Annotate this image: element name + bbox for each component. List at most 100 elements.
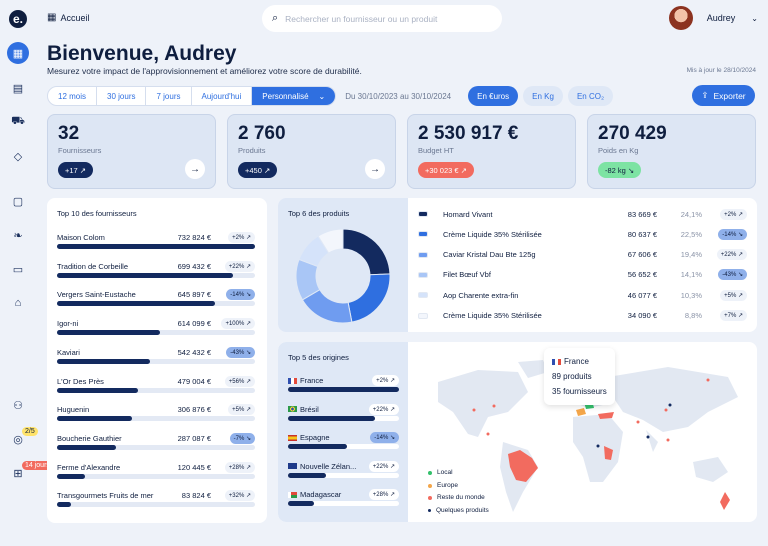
donut-slice[interactable]: [317, 229, 344, 254]
tag-icon[interactable]: ◇: [13, 150, 23, 163]
map-region-new-zealand[interactable]: [720, 492, 730, 510]
supplier-bar-fill: [57, 330, 160, 336]
add-user-icon[interactable]: ⚇: [13, 399, 23, 412]
products-chart-panel: Top 6 des produits: [278, 198, 408, 332]
map-region-brazil[interactable]: [508, 450, 538, 482]
kpi-delta: +30 023 € ↗: [418, 162, 474, 178]
chart-icon[interactable]: ▤: [12, 82, 24, 95]
supplier-bar-fill: [57, 301, 216, 307]
product-row[interactable]: Aop Charente extra-fin 46 077 € 10,3% +5% ↗: [418, 288, 747, 302]
origins-list-panel: Top 5 des origines France +2% ↗ Brésil +22%…: [278, 342, 408, 522]
product-value: 80 637 €: [627, 229, 657, 239]
origin-change: +28% ↗: [368, 489, 399, 500]
world-map[interactable]: [408, 342, 757, 522]
madagascar-flag-icon: [288, 491, 297, 498]
kpi-delta: -82 kg ↘: [598, 162, 642, 178]
products-title: Top 6 des produits: [288, 209, 350, 218]
home-link[interactable]: ▦ Accueil: [47, 12, 89, 23]
product-swatch: [418, 251, 428, 258]
supplier-change: +5% ↗: [228, 404, 255, 416]
product-percent: 10,3%: [680, 290, 702, 300]
map-region-middle-east[interactable]: [598, 412, 614, 419]
page-subtitle: Mesurez votre impact de l'approvisionnem…: [47, 66, 362, 76]
period-today[interactable]: Aujourd'hui: [192, 87, 253, 105]
unit-euros[interactable]: En €uros: [468, 86, 519, 106]
chevron-down-icon: ⌄: [318, 91, 326, 101]
tooltip-suppliers: 35 fournisseurs: [552, 387, 607, 396]
supplier-name: Ferme d'Alexandre: [57, 462, 121, 472]
product-row[interactable]: Crème Liquide 35% Stérilisée 34 090 € 8,8%…: [418, 309, 747, 323]
chef-hat-icon[interactable]: ⌂: [14, 297, 22, 309]
donut-slice[interactable]: [347, 273, 390, 323]
supplier-bar: [57, 301, 255, 307]
dashboard-icon[interactable]: ▦: [7, 42, 29, 64]
gift-icon[interactable]: ⊞: [13, 467, 23, 480]
product-swatch: [418, 211, 428, 217]
product-row[interactable]: Homard Vivant 83 669 € 24,1% +2% ↗: [418, 207, 747, 221]
period-custom[interactable]: Personnalisé ⌄: [252, 87, 336, 105]
product-percent: 14,1%: [680, 270, 702, 280]
donut-slice[interactable]: [342, 229, 390, 276]
map-region-madagascar[interactable]: [604, 446, 613, 460]
origin-label: Madagascar: [288, 490, 341, 499]
supplier-change: -7% ↘: [229, 432, 255, 444]
app-logo[interactable]: e.: [9, 10, 27, 28]
support-icon[interactable]: ◎: [13, 433, 23, 446]
unit-co2[interactable]: En CO₂: [567, 86, 614, 106]
product-change: +2% ↗: [720, 208, 747, 220]
product-name: Aop Charente extra-fin: [443, 290, 519, 300]
arrow-right-icon[interactable]: →: [365, 159, 385, 179]
supplier-bar-fill: [57, 272, 234, 278]
map-region-spain[interactable]: [576, 408, 586, 416]
period-custom-label: Personnalisé: [262, 91, 309, 101]
search-placeholder: Rechercher un fournisseur ou un produit: [285, 13, 438, 24]
kpi-label: Fournisseurs: [58, 146, 102, 155]
chevron-down-icon: ⌄: [751, 13, 758, 23]
product-value: 67 606 €: [627, 250, 657, 260]
export-button[interactable]: ⇪ Exporter: [692, 85, 755, 106]
origin-name: Espagne: [300, 433, 330, 442]
supplier-bar: [57, 330, 255, 336]
user-menu[interactable]: Audrey ⌄: [668, 6, 758, 30]
origin-bar-fill: [288, 501, 314, 506]
origin-bar: [288, 415, 399, 421]
product-swatch: [418, 312, 428, 319]
upload-icon: ⇪: [701, 90, 709, 100]
brazil-flag-icon: [288, 406, 297, 412]
legend-local: Local: [428, 467, 489, 480]
period-12-months[interactable]: 12 mois: [48, 87, 98, 105]
supplier-change: +56% ↗: [224, 375, 255, 387]
search-icon: ⌕: [272, 12, 279, 24]
product-swatch: [418, 231, 428, 238]
truck-icon[interactable]: ⛟: [11, 115, 25, 127]
tasks-badge: 2/5: [22, 427, 38, 436]
origin-bar-fill: [288, 444, 347, 449]
supplier-amount: 306 876 €: [177, 405, 211, 415]
supplier-name: Kaviari: [57, 347, 80, 357]
supplier-change: -43% ↘: [226, 346, 255, 358]
wallet-icon[interactable]: ▭: [12, 263, 24, 276]
period-30-days[interactable]: 30 jours: [97, 87, 147, 105]
supplier-amount: 83 824 €: [181, 491, 211, 501]
kpi-label: Poids en Kg: [598, 146, 639, 155]
product-name: Crème Liquide 35% Stérilisée: [443, 311, 542, 320]
supplier-amount: 542 432 €: [177, 347, 211, 357]
kpi-value: 270 429: [598, 123, 667, 144]
product-row[interactable]: Filet Bœuf Vbf 56 652 € 14,1% -43% ↘: [418, 268, 747, 282]
leaf-icon[interactable]: ❧: [13, 229, 23, 242]
product-row[interactable]: Caviar Kristal Dau Bte 125g 67 606 € 19,4%…: [418, 248, 747, 262]
document-icon[interactable]: ▢: [12, 195, 24, 208]
origins-title: Top 5 des origines: [288, 353, 349, 362]
product-row[interactable]: Crème Liquide 35% Stérilisée 80 637 € 22,5…: [418, 227, 747, 241]
supplier-bar: [57, 416, 255, 422]
legend-label: Europe: [437, 481, 458, 489]
avatar: [668, 6, 693, 30]
search-input[interactable]: ⌕ Rechercher un fournisseur ou un produi…: [262, 5, 502, 32]
unit-kg[interactable]: En Kg: [523, 86, 563, 106]
supplier-bar: [57, 502, 255, 508]
product-change: -14% ↘: [718, 228, 747, 240]
products-donut-chart: [296, 229, 390, 323]
period-7-days[interactable]: 7 jours: [146, 87, 192, 105]
page-title: Bienvenue, Audrey: [47, 42, 237, 65]
arrow-right-icon[interactable]: →: [185, 159, 205, 179]
